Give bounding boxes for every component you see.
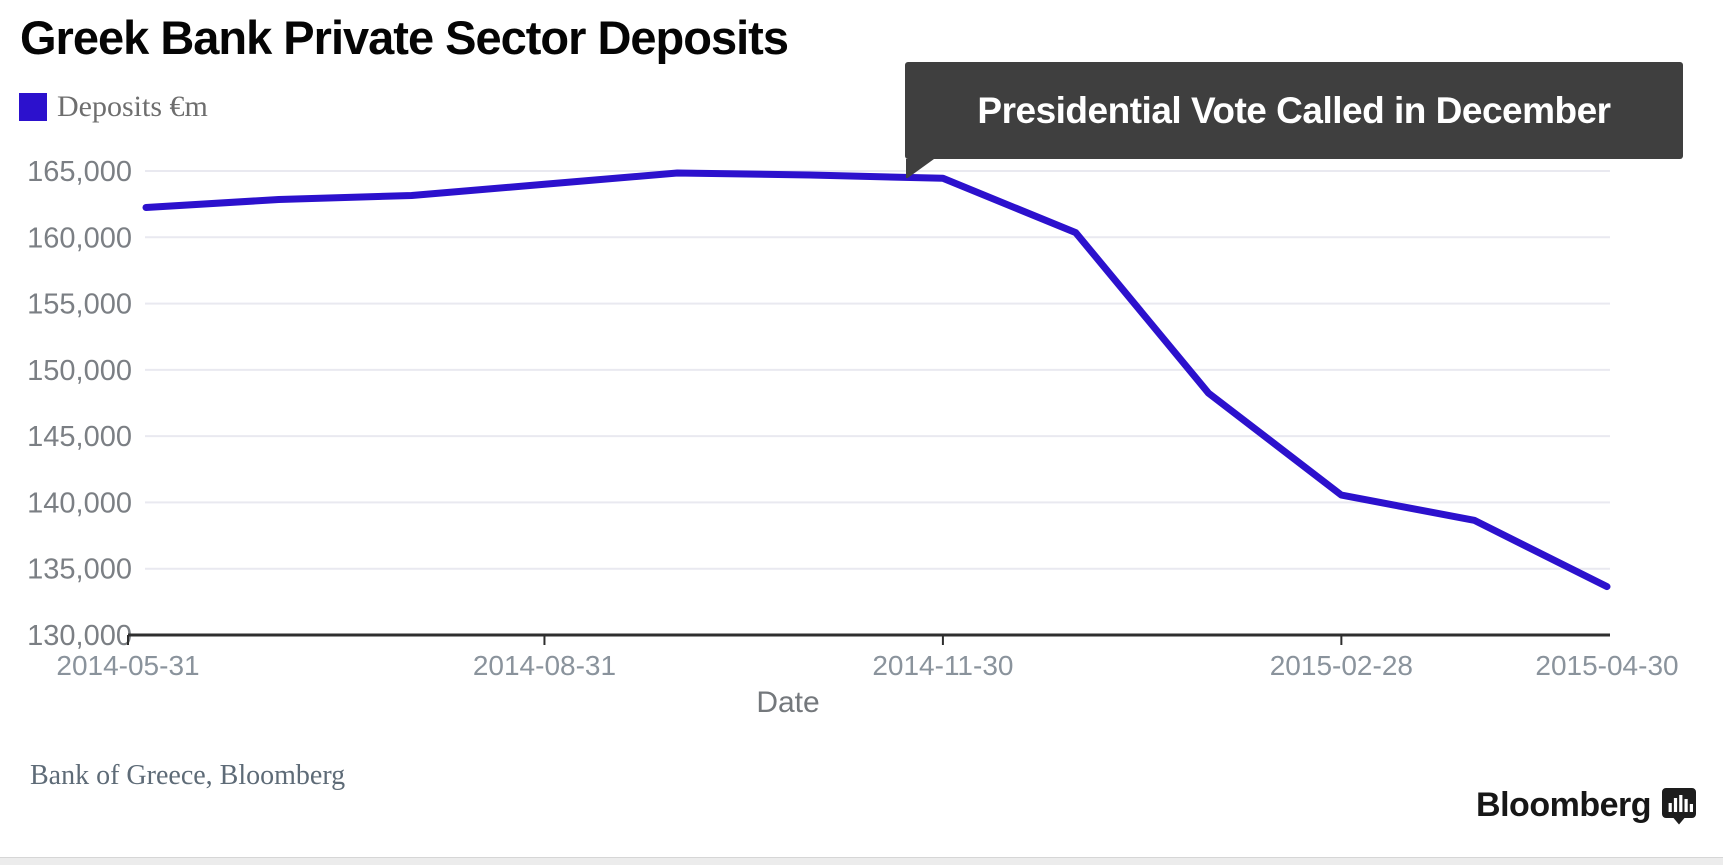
x-tick-label: 2015-04-30	[1535, 650, 1678, 681]
x-tick-label: 2014-05-31	[56, 650, 199, 681]
bloomberg-branding: Bloomberg	[1476, 786, 1697, 825]
bloomberg-wordmark: Bloomberg	[1476, 786, 1651, 824]
deposits-series-line[interactable]	[142, 169, 1611, 591]
page-title: Greek Bank Private Sector Deposits	[20, 11, 789, 64]
y-tick-label: 160,000	[27, 222, 132, 254]
x-tick-label: 2014-11-30	[872, 650, 1013, 681]
y-tick-label: 130,000	[27, 620, 132, 652]
annotation-tooltip: Presidential Vote Called in December	[905, 62, 1683, 178]
y-tick-label: 145,000	[27, 421, 132, 453]
y-tick-label: 150,000	[27, 355, 132, 387]
y-tick-label: 165,000	[27, 156, 132, 188]
legend-swatch-icon	[19, 93, 47, 121]
bloomberg-chart-bubble-icon	[1662, 787, 1696, 824]
bottom-divider	[0, 857, 1723, 865]
x-tick-label: 2015-02-28	[1270, 650, 1413, 681]
legend-label: Deposits €m	[57, 90, 208, 123]
annotation-text: Presidential Vote Called in December	[977, 89, 1611, 131]
legend: Deposits €m	[19, 90, 208, 124]
x-axis-title: Date	[756, 686, 820, 719]
y-tick-label: 155,000	[27, 289, 132, 321]
source-credit: Bank of Greece, Bloomberg	[30, 760, 346, 791]
y-tick-label: 140,000	[27, 487, 132, 519]
y-tick-label: 135,000	[27, 554, 132, 586]
x-tick-label: 2014-08-31	[473, 650, 616, 681]
